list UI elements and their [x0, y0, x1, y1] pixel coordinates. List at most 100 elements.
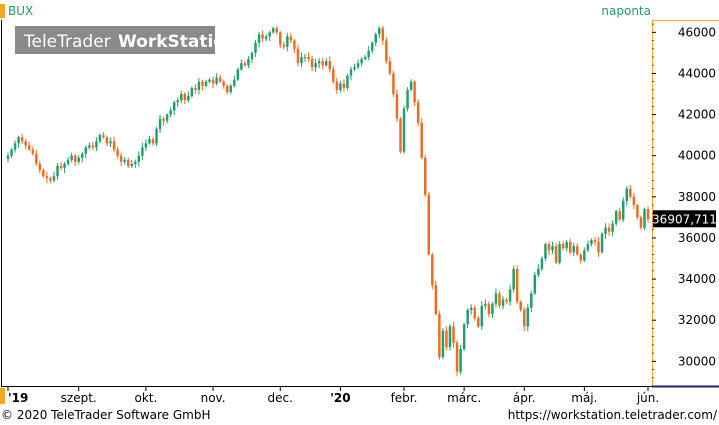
- candle-body: [165, 114, 169, 121]
- x-tick-label: máj.: [571, 391, 597, 405]
- candle-body: [155, 128, 158, 144]
- candle-body: [381, 28, 385, 41]
- candle-body: [441, 330, 445, 358]
- candle-body: [98, 135, 102, 142]
- candle-body: [508, 289, 512, 302]
- candle-body: [332, 69, 335, 82]
- candle-body: [236, 69, 240, 80]
- watermark-right: WorkStation: [118, 32, 237, 52]
- candle-body: [600, 233, 604, 253]
- candle-body: [261, 34, 264, 39]
- candle-body: [572, 246, 575, 253]
- candle-body: [639, 217, 643, 228]
- candle-body: [614, 211, 618, 224]
- candle-body: [197, 81, 201, 90]
- candle-body: [544, 244, 547, 259]
- candle-body: [229, 85, 232, 92]
- candle-body: [88, 145, 91, 148]
- y-tick-label: 44000: [678, 66, 716, 80]
- y-tick-label: 36000: [678, 231, 716, 245]
- candle-body: [374, 34, 377, 43]
- candle-body: [102, 135, 105, 138]
- candle-body: [561, 244, 565, 249]
- candle-body: [35, 153, 38, 164]
- candle-body: [579, 254, 583, 261]
- candle-body: [126, 159, 130, 166]
- candle-body: [56, 165, 59, 177]
- candle-body: [218, 77, 222, 82]
- x-tick-label: szept.: [61, 391, 97, 405]
- candle-body: [554, 246, 558, 263]
- candle-body: [349, 69, 353, 76]
- candle-body: [583, 250, 586, 261]
- candle-body: [303, 57, 307, 59]
- candle-body: [254, 42, 257, 53]
- source-url[interactable]: https://workstation.teletrader.com/: [507, 408, 717, 422]
- candle-body: [434, 285, 438, 315]
- candle-body: [243, 63, 247, 66]
- candle-body: [49, 178, 52, 181]
- candle-body: [586, 244, 590, 251]
- candle-body: [413, 81, 416, 103]
- candle-body: [576, 246, 579, 255]
- candle-body: [222, 81, 225, 86]
- candle-body: [395, 94, 399, 119]
- candle-body: [367, 50, 370, 58]
- candle-body: [162, 118, 165, 121]
- candle-body: [424, 157, 427, 195]
- candle-body: [335, 81, 339, 90]
- candle-body: [63, 163, 66, 169]
- candle-body: [618, 211, 621, 220]
- candle-body: [20, 137, 24, 142]
- interval-label: naponta: [601, 4, 651, 18]
- candle-body: [38, 163, 42, 171]
- y-tick-label: 42000: [678, 108, 716, 122]
- candle-body: [95, 141, 98, 148]
- candle-body: [611, 223, 614, 232]
- candle-body: [477, 318, 480, 327]
- candle-body: [622, 200, 625, 220]
- candle-body: [13, 143, 17, 150]
- candle-body: [144, 143, 148, 148]
- candle-body: [498, 293, 501, 306]
- candle-body: [208, 79, 211, 82]
- candle-body: [438, 314, 441, 358]
- candle-body: [515, 268, 519, 302]
- candle-body: [31, 149, 34, 154]
- x-tick-label: jún.: [636, 391, 659, 405]
- candle-body: [484, 303, 487, 306]
- candle-body: [119, 155, 123, 162]
- y-tick-label: 32000: [678, 313, 716, 327]
- x-tick-label: '20: [330, 391, 350, 405]
- candle-body: [24, 141, 27, 146]
- x-tick-label: ápr.: [513, 391, 536, 405]
- candle-body: [279, 32, 282, 45]
- candle-body: [112, 141, 116, 150]
- watermark: TeleTrader WorkStation: [15, 26, 237, 54]
- candle-body: [519, 301, 522, 310]
- candle-body: [420, 122, 423, 158]
- candle-body: [187, 96, 190, 101]
- candle-body: [455, 342, 459, 372]
- candle-body: [247, 59, 250, 66]
- candle-body: [137, 155, 141, 162]
- candle-body: [282, 44, 286, 47]
- y-tick-label: 40000: [678, 149, 716, 163]
- candle-body: [130, 163, 133, 166]
- candle-body: [215, 77, 218, 84]
- candle-body: [388, 61, 392, 74]
- candle-body: [632, 196, 636, 206]
- candle-body: [480, 305, 484, 327]
- last-price-value: 36907,711: [652, 212, 717, 226]
- candle-body: [342, 83, 346, 88]
- candle-body: [416, 102, 420, 123]
- candle-body: [537, 268, 540, 275]
- candle-body: [466, 309, 469, 325]
- candle-body: [597, 242, 600, 253]
- candle-body: [346, 75, 349, 88]
- candle-body: [77, 157, 80, 162]
- candle-body: [629, 188, 632, 197]
- candle-body: [240, 63, 243, 70]
- candle-body: [211, 79, 215, 84]
